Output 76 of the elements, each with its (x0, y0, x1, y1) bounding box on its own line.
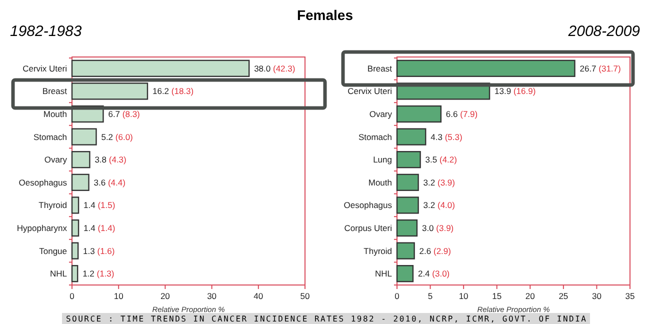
data-label: 2.6 (2.9) (419, 246, 452, 256)
x-tick-label: 35 (625, 291, 635, 301)
x-tick-label: 50 (300, 291, 310, 301)
bar (396, 174, 419, 191)
data-label: 3.2 (3.9) (423, 177, 456, 188)
x-tick-label: 25 (558, 291, 568, 301)
y-tick-label: Cervix Uteri (22, 63, 68, 74)
bar (71, 151, 90, 168)
data-label: 1.4 (1.4) (84, 222, 116, 233)
y-tick-label: NHL (374, 268, 392, 279)
x-tick-label: 15 (492, 291, 502, 301)
bar (396, 128, 426, 146)
bar (71, 60, 250, 77)
bar (71, 242, 79, 260)
y-tick-label: Hypopharynx (16, 222, 68, 233)
y-tick-label: Cervix Uteri (348, 86, 392, 96)
data-label: 13.9 (16.9) (494, 86, 536, 96)
data-label: 1.4 (1.5) (84, 200, 116, 210)
y-tick-label: NHL (50, 268, 68, 279)
data-label: 6.6 (7.9) (446, 108, 478, 119)
bar (396, 60, 576, 77)
y-tick-label: Oesophagus (18, 177, 67, 188)
y-tick-label: Lung (373, 154, 392, 165)
data-label: 3.6 (4.4) (94, 177, 126, 188)
y-tick-label: Thyroid (38, 200, 68, 210)
chart-subtitle: 2008-2009 (567, 23, 641, 40)
y-tick-label: Breast (42, 86, 68, 96)
bar (71, 128, 97, 146)
y-tick-label: Stomach (358, 132, 392, 142)
data-label: 4.3 (5.3) (430, 132, 462, 142)
data-label: 3.8 (4.3) (94, 154, 127, 165)
y-tick-label: Tongue (39, 246, 68, 256)
data-label: 3.2 (4.0) (423, 200, 456, 210)
x-tick-label: 20 (525, 291, 536, 301)
data-label: 1.2 (1.3) (82, 268, 114, 279)
x-tick-label: 30 (207, 291, 217, 301)
y-tick-label: Mouth (368, 177, 392, 188)
bar (396, 196, 419, 214)
x-tick-label: 5 (428, 291, 433, 301)
x-tick-label: 40 (254, 291, 264, 301)
chart-subtitle: 1982-1983 (10, 23, 82, 40)
x-tick-label: 0 (394, 291, 400, 301)
y-tick-label: Ovary (369, 108, 393, 119)
data-label: 26.7 (31.7) (580, 63, 622, 74)
data-label: 38.0 (42.3) (254, 63, 296, 74)
data-label: 5.2 (6.0) (101, 132, 134, 142)
y-tick-label: Mouth (43, 108, 68, 119)
chart-title: Females (296, 7, 354, 23)
bar (396, 151, 421, 168)
bar (71, 219, 80, 237)
y-tick-label: Thyroid (364, 246, 392, 256)
data-label: 16.2 (18.3) (152, 86, 194, 96)
y-tick-label: Breast (367, 63, 393, 74)
data-label: 2.4 (3.0) (418, 268, 450, 279)
bar (71, 174, 90, 191)
y-tick-label: Oesophagus (344, 200, 392, 210)
y-tick-label: Corpus Uteri (344, 222, 392, 233)
data-label: 6.7 (8.3) (108, 108, 140, 119)
bar (71, 265, 78, 282)
x-tick-label: 10 (458, 291, 469, 301)
data-label: 3.0 (3.9) (422, 222, 454, 233)
x-tick-label: 10 (114, 291, 124, 301)
y-tick-label: Stomach (33, 132, 68, 142)
x-tick-label: 0 (70, 291, 75, 301)
bar (396, 265, 414, 282)
y-tick-label: Ovary (44, 154, 68, 165)
x-tick-label: 30 (592, 291, 602, 301)
data-label: 3.5 (4.2) (425, 154, 458, 165)
data-label: 1.3 (1.6) (83, 246, 115, 256)
x-tick-label: 20 (160, 291, 170, 301)
bar (396, 219, 418, 237)
bar (396, 242, 415, 260)
bar (71, 196, 80, 214)
bar (71, 82, 148, 100)
bar (396, 105, 442, 123)
source-note: SOURCE : TIME TRENDS IN CANCER INCIDENCE RATES 1982 - 2010, NCRP, ICMR, GOVT. OF INDIA (66, 314, 586, 324)
